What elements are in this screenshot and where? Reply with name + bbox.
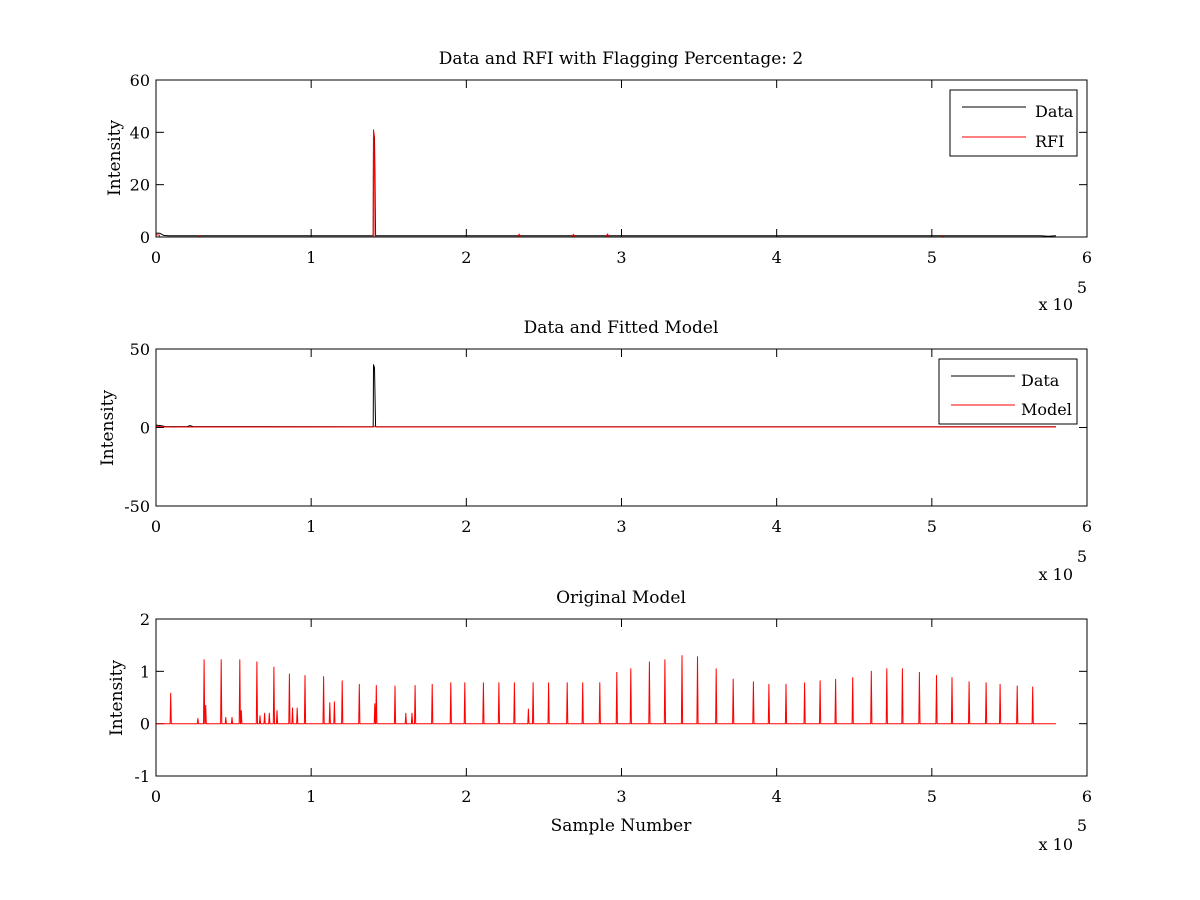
legend-label-rfi: RFI xyxy=(1035,132,1064,151)
legend-label-data: Data xyxy=(1021,371,1060,390)
series-line-model-0 xyxy=(156,655,1056,725)
x-tick-label: 1 xyxy=(306,517,316,536)
x-tick-label: 3 xyxy=(616,248,626,267)
y-tick-label: 0 xyxy=(140,419,150,438)
panel-rfi: Data and RFI with Flagging Percentage: 2… xyxy=(105,49,1092,314)
x-tick-label: 3 xyxy=(616,787,626,806)
x-multiplier-exponent: 5 xyxy=(1077,816,1087,835)
plot-area xyxy=(156,655,1056,725)
x-tick-label: 2 xyxy=(461,787,471,806)
x-tick-label: 4 xyxy=(772,248,782,267)
x-tick-label: 0 xyxy=(151,517,161,536)
x-tick-label: 5 xyxy=(927,787,937,806)
axes-box xyxy=(155,618,1088,777)
y-tick-label: 0 xyxy=(140,228,150,247)
x-tick-label: 0 xyxy=(151,248,161,267)
x-tick-label: 5 xyxy=(927,248,937,267)
plot-area xyxy=(155,364,1056,428)
axes-box xyxy=(155,79,1088,238)
x-tick-label: 3 xyxy=(616,517,626,536)
legend-label-data: Data xyxy=(1035,102,1074,121)
y-tick-label: 1 xyxy=(140,662,150,681)
y-axis-label: Intensity xyxy=(107,660,127,736)
x-tick-label: 1 xyxy=(306,248,316,267)
x-axis-label: Sample Number xyxy=(551,816,693,836)
y-axis-label: Intensity xyxy=(98,390,118,466)
x-multiplier: x 10 xyxy=(1039,565,1073,584)
y-tick-label: 0 xyxy=(140,715,150,734)
y-tick-label: 60 xyxy=(130,71,150,90)
x-tick-label: 1 xyxy=(306,787,316,806)
y-tick-label: 2 xyxy=(140,610,150,629)
axes-box xyxy=(155,348,1088,507)
x-multiplier: x 10 xyxy=(1039,835,1073,854)
y-tick-label: 50 xyxy=(130,340,150,359)
x-multiplier-exponent: 5 xyxy=(1077,547,1087,566)
series-line-model xyxy=(155,425,1056,428)
x-tick-label: 0 xyxy=(151,787,161,806)
y-tick-label: -1 xyxy=(134,767,150,786)
legend: Data RFI xyxy=(949,89,1078,157)
legend-box xyxy=(949,89,1078,157)
x-tick-label: 4 xyxy=(772,787,782,806)
x-tick-label: 4 xyxy=(772,517,782,536)
x-tick-label: 2 xyxy=(461,248,471,267)
legend-box xyxy=(938,358,1078,425)
legend: Data Model xyxy=(938,358,1078,425)
x-tick-label: 6 xyxy=(1082,248,1092,267)
y-tick-label: -50 xyxy=(124,497,150,516)
x-multiplier: x 10 xyxy=(1039,295,1073,314)
panel-model-fit: Data and Fitted Model Intensity 0 1 2 3 4 5 6 -… xyxy=(98,318,1092,584)
y-tick-label: 40 xyxy=(130,123,150,142)
x-tick-label: 5 xyxy=(927,517,937,536)
panel-title: Original Model xyxy=(556,588,686,608)
x-tick-label: 6 xyxy=(1082,787,1092,806)
legend-label-model: Model xyxy=(1021,400,1072,419)
x-multiplier-exponent: 5 xyxy=(1077,278,1087,297)
panel-title: Data and RFI with Flagging Percentage: 2 xyxy=(439,49,803,69)
y-tick-label: 20 xyxy=(130,176,150,195)
x-tick-label: 6 xyxy=(1082,517,1092,536)
y-axis-label: Intensity xyxy=(105,120,125,196)
panel-title: Data and Fitted Model xyxy=(524,318,719,338)
x-tick-label: 2 xyxy=(461,517,471,536)
